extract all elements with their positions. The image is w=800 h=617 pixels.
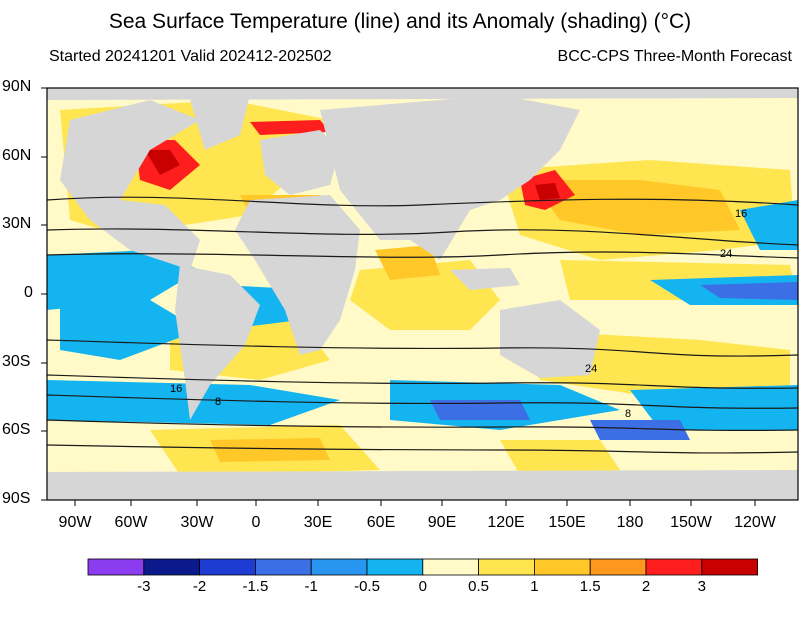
kuroshio-warm <box>530 180 740 235</box>
colorbar-label: -1 <box>304 578 318 595</box>
arctic-land <box>47 88 798 100</box>
tasman-warm <box>500 440 620 475</box>
lat-label: 90S <box>2 490 31 507</box>
colorbar-label: -0.5 <box>354 578 380 595</box>
colorbar-swatch <box>254 558 312 576</box>
colorbar-swatch <box>199 558 256 576</box>
south-atlantic-deep <box>210 438 330 462</box>
labrador-extreme <box>145 150 180 175</box>
colorbar-swatch <box>310 558 368 576</box>
colorbar-swatch <box>589 558 647 576</box>
land-layer <box>47 88 798 500</box>
colorbar-swatch <box>701 558 758 576</box>
east-pacific-cool <box>47 250 200 310</box>
australia-land <box>500 300 600 378</box>
sst-contours <box>47 196 798 454</box>
lat-label: 60N <box>2 147 32 164</box>
colorbar-swatch <box>478 558 535 576</box>
lat-label: 0 <box>24 284 33 301</box>
contour-label: 24 <box>585 363 597 375</box>
lat-label: 30S <box>2 353 31 370</box>
southern-pacific-cool <box>590 420 690 440</box>
lon-label: 90E <box>427 514 457 531</box>
colorbar <box>87 558 758 576</box>
colorbar-label: 3 <box>697 578 706 595</box>
pacific-cold-tongue <box>700 282 798 300</box>
colorbar-label: 2 <box>641 578 651 595</box>
contour-line <box>47 339 798 357</box>
africa-land <box>235 195 360 355</box>
lat-label: 60S <box>2 421 31 438</box>
lon-label: 90W <box>58 514 92 531</box>
contour-label: 8 <box>625 408 631 420</box>
contour-label: 16 <box>170 383 182 395</box>
colorbar-swatch <box>422 558 479 576</box>
south-east-pacific-cool <box>60 300 200 360</box>
contour-label: 24 <box>720 248 732 260</box>
forecast-period: Started 20241201 Valid 202412-202502 <box>49 48 332 65</box>
colorbar-label: -3 <box>137 578 151 595</box>
barents-hot <box>250 120 330 135</box>
antarctica-land <box>47 470 798 500</box>
contour-line <box>47 419 798 432</box>
colorbar-label: 1 <box>530 578 539 595</box>
extreme-hot-layer <box>145 150 560 200</box>
colorbar-swatch <box>534 558 591 576</box>
colorbar-swatch <box>645 558 703 576</box>
contour-label: 16 <box>735 208 747 220</box>
south-indian-cool <box>430 400 530 420</box>
north-america-land <box>60 100 200 270</box>
axis-ticks <box>41 87 756 506</box>
contour-line <box>47 374 798 389</box>
lon-label: 180 <box>616 514 644 531</box>
contour-line <box>47 228 798 246</box>
lon-label: 60E <box>366 514 396 531</box>
colorbar-label: -2 <box>192 578 207 595</box>
kuroshio-extreme <box>535 183 560 200</box>
lon-label: 120W <box>734 514 776 531</box>
lon-label: 60W <box>114 514 148 531</box>
lon-label: 30W <box>180 514 214 531</box>
colorbar-label: 1.5 <box>579 578 601 595</box>
south-america-land <box>175 265 260 420</box>
colorbar-swatch <box>143 558 201 576</box>
contour-line <box>47 394 798 409</box>
strong-cool-layer <box>430 282 798 440</box>
lat-label: 90N <box>2 78 32 95</box>
asia-land <box>320 95 580 260</box>
map-title: Sea Surface Temperature (line) and its A… <box>108 10 692 33</box>
greenland-land <box>190 95 250 150</box>
colorbar-label: 0.5 <box>468 578 490 595</box>
arabian-sea-warm <box>375 245 440 280</box>
colorbar-swatch <box>87 558 145 576</box>
lon-label: 0 <box>251 514 261 531</box>
forecast-source: BCC-CPS Three-Month Forecast <box>557 48 792 65</box>
lon-label: 150W <box>670 514 712 531</box>
europe-land <box>260 130 340 195</box>
contour-line <box>47 251 798 259</box>
indonesia-land <box>450 268 520 290</box>
lon-label: 150E <box>548 514 586 531</box>
colorbar-label: 0 <box>418 578 427 595</box>
lat-label: 30N <box>2 215 32 232</box>
contour-line <box>47 196 798 207</box>
lon-label: 30E <box>303 514 333 531</box>
contour-line <box>47 444 798 454</box>
north-pacific-cool <box>740 200 798 250</box>
contour-label: 8 <box>215 396 221 408</box>
colorbar-label: -1.5 <box>242 578 269 595</box>
lon-label: 120E <box>487 514 525 531</box>
colorbar-swatch <box>366 558 424 576</box>
